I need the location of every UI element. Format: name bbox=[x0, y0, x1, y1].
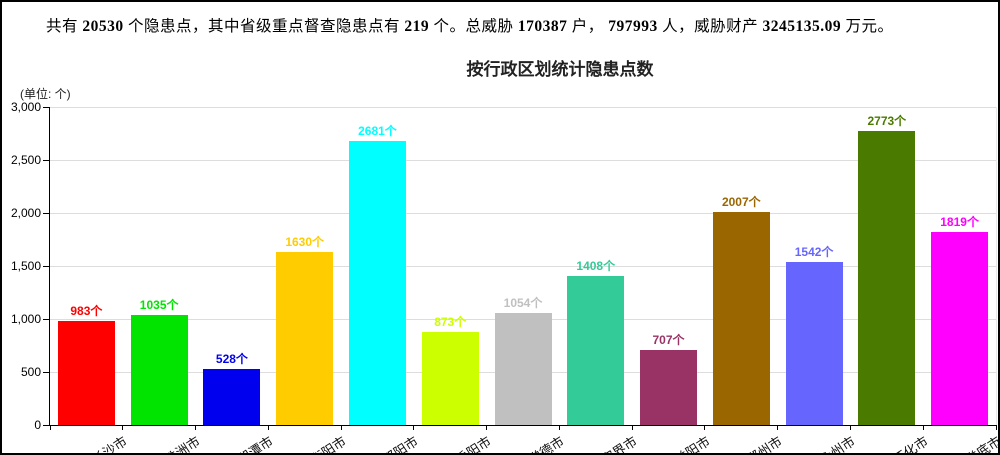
x-axis-tick bbox=[558, 425, 560, 430]
x-axis-tick bbox=[195, 425, 197, 430]
bar-value-label: 2007个 bbox=[721, 195, 761, 210]
x-axis-label: 益阳市 bbox=[671, 433, 713, 455]
x-axis-tick bbox=[486, 425, 488, 430]
bar-value-label: 1819个 bbox=[940, 215, 979, 230]
x-axis-tick bbox=[777, 425, 779, 430]
bar-value-label: 1630个 bbox=[285, 235, 325, 250]
x-axis-tick bbox=[122, 425, 124, 430]
chart-bar[interactable] bbox=[276, 252, 334, 425]
x-axis-label: 常德市 bbox=[525, 433, 567, 455]
x-axis-tick bbox=[631, 425, 633, 430]
x-axis-tick bbox=[922, 425, 924, 430]
summary-fragment: 共有 bbox=[46, 18, 83, 35]
x-axis-label: 永州市 bbox=[816, 433, 858, 455]
summary-fragment: 万元。 bbox=[841, 18, 894, 35]
bar-value-label: 2773个 bbox=[867, 114, 907, 129]
bar-value-label: 528个 bbox=[215, 352, 248, 367]
y-axis-tick-label: 1,000 bbox=[10, 312, 41, 326]
y-axis-tick bbox=[43, 159, 49, 161]
y-axis-tick-label: 1,500 bbox=[10, 259, 41, 273]
bar-value-label: 1408个 bbox=[576, 258, 616, 273]
x-axis-tick bbox=[267, 425, 269, 430]
bar-value-label: 983个 bbox=[70, 303, 103, 318]
x-axis-label: 湘潭市 bbox=[234, 433, 276, 455]
chart-bar[interactable] bbox=[421, 332, 479, 425]
x-axis-tick bbox=[413, 425, 415, 430]
y-gridline bbox=[50, 159, 996, 161]
y-axis-tick bbox=[43, 424, 49, 426]
chart-bar[interactable] bbox=[57, 320, 115, 425]
y-axis-tick bbox=[43, 318, 49, 320]
bar-value-label: 1035个 bbox=[139, 298, 179, 313]
y-axis-tick-label: 2,000 bbox=[10, 206, 41, 220]
summary-text: 共有 20530 个隐患点，其中省级重点督查隐患点有 219 个。总威胁 170… bbox=[46, 14, 983, 36]
y-axis-tick bbox=[43, 265, 49, 267]
x-axis-label: 长沙市 bbox=[89, 433, 131, 455]
y-gridline bbox=[50, 106, 996, 108]
x-axis-tick bbox=[49, 425, 51, 430]
chart-bar[interactable] bbox=[567, 275, 625, 425]
y-axis-tick bbox=[43, 212, 49, 214]
bar-value-label: 707个 bbox=[652, 333, 685, 348]
chart-bar[interactable] bbox=[494, 313, 552, 425]
summary-fragment: 个。总威胁 bbox=[429, 18, 518, 35]
summary-number: 170387 bbox=[517, 18, 568, 35]
x-axis-label: 娄底市 bbox=[962, 433, 1000, 455]
x-axis-label: 邵阳市 bbox=[380, 433, 422, 455]
chart-bar[interactable] bbox=[348, 140, 406, 425]
plot-area: 0 500 1,000 1,500 2,000 2,500 3,000 983个长沙市 1035… bbox=[11, 100, 998, 453]
chart-bar[interactable] bbox=[203, 369, 261, 425]
chart-bar[interactable] bbox=[931, 232, 989, 425]
x-axis-label: 衡阳市 bbox=[307, 433, 349, 455]
chart-bar[interactable] bbox=[858, 131, 916, 425]
summary-fragment: 人，威胁财产 bbox=[657, 18, 763, 35]
unit-label: (单位: 个) bbox=[20, 87, 71, 101]
x-axis-tick bbox=[995, 425, 997, 430]
chart-bar[interactable] bbox=[785, 261, 843, 425]
x-axis-tick bbox=[849, 425, 851, 430]
x-axis-label: 株洲市 bbox=[162, 433, 203, 455]
summary-fragment: 户， bbox=[567, 18, 609, 35]
summary-fragment: 个隐患点，其中省级重点督查隐患点有 bbox=[123, 18, 405, 35]
x-axis-label: 张家界市 bbox=[587, 433, 640, 455]
y-axis-tick-label: 2,500 bbox=[10, 153, 41, 167]
y-axis-tick-label: 0 bbox=[34, 418, 41, 432]
x-axis-label: 怀化市 bbox=[889, 433, 931, 455]
y-gridline bbox=[50, 212, 996, 214]
chart-bar[interactable] bbox=[640, 350, 698, 425]
summary-number: 797993 bbox=[608, 18, 658, 35]
chart-bar[interactable] bbox=[130, 315, 188, 425]
bar-value-label: 1542个 bbox=[794, 244, 834, 259]
x-axis-tick bbox=[704, 425, 706, 430]
y-axis-tick-label: 3,000 bbox=[10, 100, 41, 114]
y-axis-tick bbox=[43, 371, 49, 373]
summary-number: 219 bbox=[404, 18, 430, 35]
summary-number: 20530 bbox=[82, 18, 124, 35]
chart-bar[interactable] bbox=[712, 212, 770, 425]
x-axis-label: 郴州市 bbox=[744, 433, 786, 455]
x-axis-label: 岳阳市 bbox=[453, 433, 495, 455]
bar-value-label: 2681个 bbox=[358, 123, 397, 138]
x-axis-tick bbox=[340, 425, 342, 430]
y-gridline bbox=[50, 265, 996, 267]
bar-value-label: 1054个 bbox=[503, 296, 543, 311]
summary-number: 3245135.09 bbox=[762, 18, 842, 35]
chart-title: 按行政区划统计隐患点数 bbox=[466, 60, 654, 79]
y-axis-tick bbox=[43, 106, 49, 108]
bar-value-label: 873个 bbox=[434, 315, 467, 330]
y-axis-tick-label: 500 bbox=[20, 365, 41, 379]
